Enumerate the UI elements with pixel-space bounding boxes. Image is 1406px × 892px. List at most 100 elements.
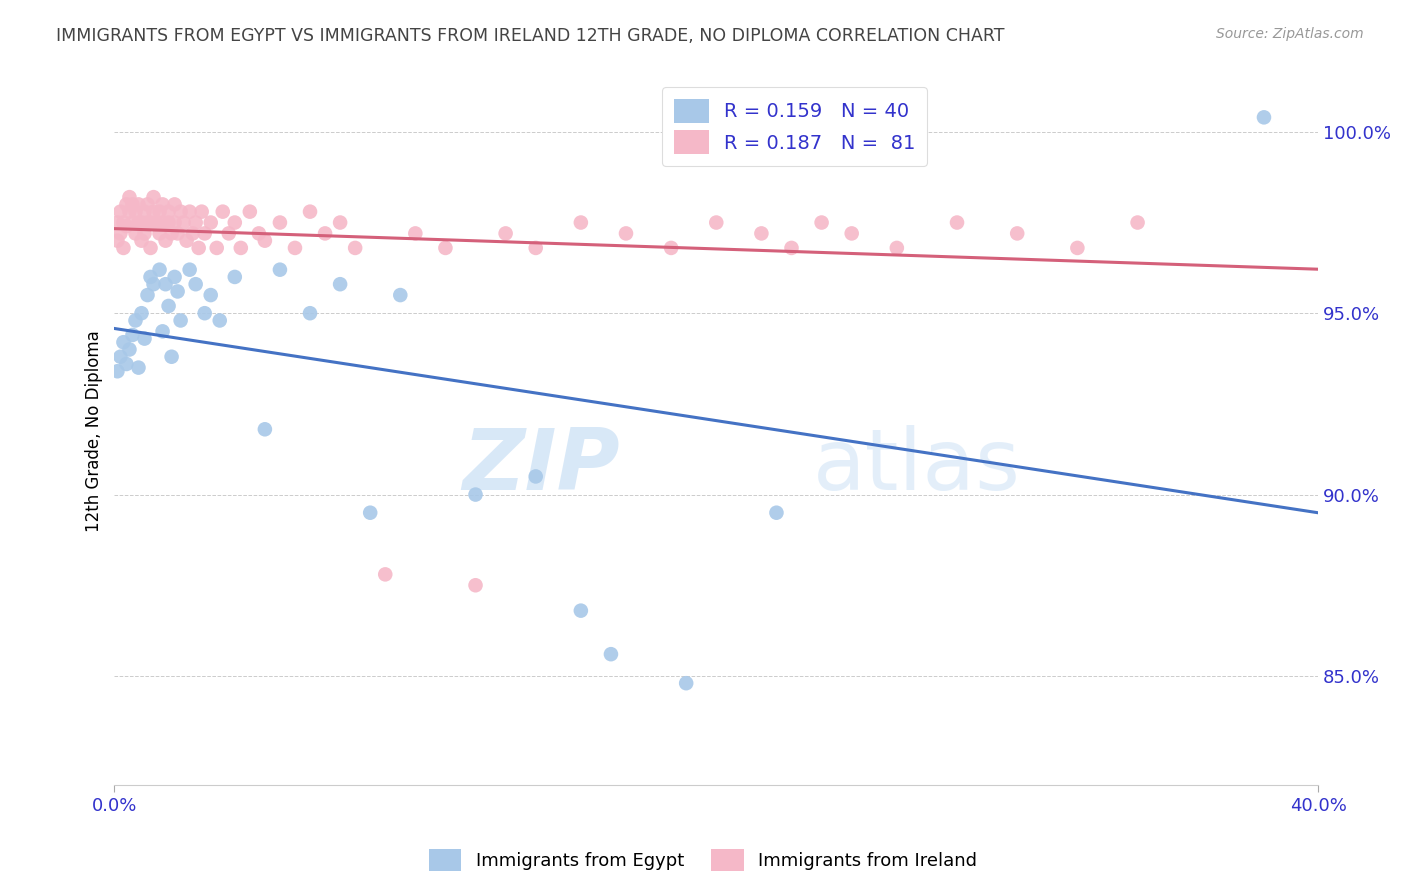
Point xyxy=(194,227,217,241)
Point xyxy=(190,204,212,219)
Point xyxy=(841,227,863,241)
Point xyxy=(157,299,180,313)
Point xyxy=(134,332,156,346)
Point xyxy=(329,277,352,292)
Point xyxy=(121,197,143,211)
Point xyxy=(1126,215,1149,229)
Point xyxy=(184,215,207,229)
Point xyxy=(124,227,146,241)
Point xyxy=(253,234,276,248)
Point xyxy=(152,324,174,338)
Point xyxy=(166,285,188,299)
Point xyxy=(247,227,270,241)
Y-axis label: 12th Grade, No Diploma: 12th Grade, No Diploma xyxy=(86,330,103,532)
Point xyxy=(194,306,217,320)
Point xyxy=(176,234,198,248)
Point xyxy=(163,215,186,229)
Point xyxy=(169,313,191,327)
Point xyxy=(110,350,132,364)
Point xyxy=(157,204,180,219)
Point xyxy=(139,269,162,284)
Point xyxy=(1005,227,1028,241)
Point xyxy=(200,288,222,302)
Text: atlas: atlas xyxy=(813,425,1021,508)
Point xyxy=(115,197,138,211)
Point xyxy=(134,204,156,219)
Point xyxy=(329,215,352,229)
Text: ZIP: ZIP xyxy=(463,425,620,508)
Point xyxy=(229,241,252,255)
Point xyxy=(946,215,969,229)
Point xyxy=(107,234,129,248)
Point xyxy=(495,227,517,241)
Point xyxy=(600,647,623,661)
Point xyxy=(136,288,159,302)
Point xyxy=(886,241,908,255)
Point xyxy=(142,190,165,204)
Point xyxy=(253,422,276,436)
Point xyxy=(208,313,231,327)
Point xyxy=(121,328,143,343)
Point xyxy=(157,215,180,229)
Point xyxy=(404,227,426,241)
Point xyxy=(152,215,174,229)
Point xyxy=(131,306,153,320)
Point xyxy=(145,215,167,229)
Point xyxy=(173,215,195,229)
Point xyxy=(160,350,183,364)
Point xyxy=(127,215,149,229)
Legend: R = 0.159   N = 40, R = 0.187   N =  81: R = 0.159 N = 40, R = 0.187 N = 81 xyxy=(662,87,927,166)
Point xyxy=(127,197,149,211)
Point xyxy=(269,262,291,277)
Point xyxy=(434,241,457,255)
Point xyxy=(269,215,291,229)
Point xyxy=(205,241,228,255)
Point xyxy=(374,567,396,582)
Point xyxy=(211,204,233,219)
Point xyxy=(112,241,135,255)
Point xyxy=(136,215,159,229)
Point xyxy=(155,277,177,292)
Point xyxy=(166,227,188,241)
Point xyxy=(124,313,146,327)
Point xyxy=(614,227,637,241)
Point xyxy=(112,335,135,350)
Point xyxy=(464,487,486,501)
Point xyxy=(121,215,143,229)
Point xyxy=(142,204,165,219)
Point xyxy=(298,204,321,219)
Point xyxy=(107,215,129,229)
Point xyxy=(569,215,592,229)
Text: IMMIGRANTS FROM EGYPT VS IMMIGRANTS FROM IRELAND 12TH GRADE, NO DIPLOMA CORRELAT: IMMIGRANTS FROM EGYPT VS IMMIGRANTS FROM… xyxy=(56,27,1005,45)
Point xyxy=(751,227,773,241)
Point xyxy=(118,343,141,357)
Point xyxy=(179,204,201,219)
Point xyxy=(124,204,146,219)
Text: Source: ZipAtlas.com: Source: ZipAtlas.com xyxy=(1216,27,1364,41)
Point xyxy=(239,204,262,219)
Point xyxy=(200,215,222,229)
Point xyxy=(118,190,141,204)
Point xyxy=(131,215,153,229)
Point xyxy=(179,262,201,277)
Point xyxy=(169,204,191,219)
Point xyxy=(464,578,486,592)
Point xyxy=(115,357,138,371)
Point xyxy=(136,197,159,211)
Point xyxy=(163,197,186,211)
Point xyxy=(810,215,832,229)
Legend: Immigrants from Egypt, Immigrants from Ireland: Immigrants from Egypt, Immigrants from I… xyxy=(422,842,984,879)
Point xyxy=(127,360,149,375)
Point xyxy=(569,604,592,618)
Point xyxy=(139,215,162,229)
Point xyxy=(314,227,336,241)
Point xyxy=(184,277,207,292)
Point xyxy=(675,676,697,690)
Point xyxy=(152,197,174,211)
Point xyxy=(110,227,132,241)
Point xyxy=(148,262,170,277)
Point xyxy=(148,204,170,219)
Point xyxy=(115,219,138,234)
Point xyxy=(148,227,170,241)
Point xyxy=(298,306,321,320)
